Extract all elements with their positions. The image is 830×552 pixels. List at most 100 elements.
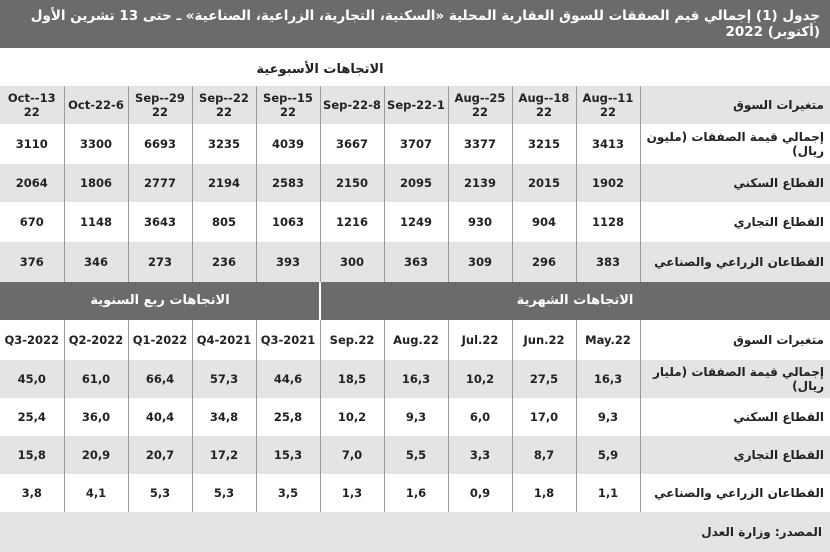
value-cell: 6693 xyxy=(127,124,192,164)
value-cell: 3667 xyxy=(319,124,384,164)
value-cell: 2150 xyxy=(319,164,384,202)
value-cell: 2194 xyxy=(191,164,256,202)
value-cell: 3,8 xyxy=(0,474,64,512)
date-header: 13-Oct-22 xyxy=(0,86,64,124)
value-cell: 1,3 xyxy=(319,474,384,512)
table-row: القطاع التجاري 1128 904 930 1249 1216 10… xyxy=(0,202,830,242)
value-cell: 25,4 xyxy=(0,398,64,436)
table-row: إجمالي قيمة الصفقات (مليار ريال) 16,3 27… xyxy=(0,360,830,398)
value-cell: 0,9 xyxy=(447,474,512,512)
period-header: 2022-Q3 xyxy=(0,320,64,360)
value-cell: 3110 xyxy=(0,124,64,164)
value-cell: 273 xyxy=(127,242,192,282)
value-cell: 3,5 xyxy=(255,474,320,512)
table-row: القطاعان الزراعي والصناعي 1,1 1,8 0,9 1,… xyxy=(0,474,830,512)
value-cell: 3413 xyxy=(575,124,640,164)
row-label: القطاعان الزراعي والصناعي xyxy=(639,474,830,512)
value-cell: 8,7 xyxy=(511,436,576,474)
value-cell: 4,1 xyxy=(63,474,128,512)
value-cell: 66,4 xyxy=(127,360,192,398)
value-cell: 2777 xyxy=(127,164,192,202)
weekly-trends-heading: الاتجاهات الأسبوعية xyxy=(256,61,384,77)
value-cell: 1902 xyxy=(575,164,640,202)
value-cell: 34,8 xyxy=(191,398,256,436)
value-cell: 40,4 xyxy=(127,398,192,436)
value-cell: 1,6 xyxy=(383,474,448,512)
row-label: القطاع السكني xyxy=(639,164,830,202)
row-label: إجمالي قيمة الصفقات (مليار ريال) xyxy=(639,360,830,398)
period-header: Jun.22 xyxy=(511,320,576,360)
period-header: 2021-Q4 xyxy=(191,320,256,360)
value-cell: 5,3 xyxy=(127,474,192,512)
value-cell: 45,0 xyxy=(0,360,64,398)
value-cell: 36,0 xyxy=(63,398,128,436)
value-cell: 20,7 xyxy=(127,436,192,474)
table-title: جدول (1) إجمالي قيم الصفقات للسوق العقار… xyxy=(0,0,830,48)
value-cell: 309 xyxy=(447,242,512,282)
value-cell: 1148 xyxy=(63,202,128,242)
value-cell: 3707 xyxy=(383,124,448,164)
value-cell: 805 xyxy=(191,202,256,242)
row-label: القطاع التجاري xyxy=(639,436,830,474)
quarterly-trends-heading: الاتجاهات ربع السنوية xyxy=(90,293,230,308)
row-label: القطاع السكني xyxy=(639,398,830,436)
value-cell: 904 xyxy=(511,202,576,242)
value-cell: 393 xyxy=(255,242,320,282)
value-cell: 3377 xyxy=(447,124,512,164)
band-divider xyxy=(319,282,321,320)
value-cell: 20,9 xyxy=(63,436,128,474)
value-cell: 16,3 xyxy=(383,360,448,398)
monthly-trends-heading: الاتجاهات الشهرية xyxy=(516,293,634,308)
value-cell: 1806 xyxy=(63,164,128,202)
table-row: القطاع السكني 1902 2015 2139 2095 2150 2… xyxy=(0,164,830,202)
value-cell: 3215 xyxy=(511,124,576,164)
value-cell: 18,5 xyxy=(319,360,384,398)
date-header: 25-Aug-22 xyxy=(447,86,512,124)
value-cell: 17,0 xyxy=(511,398,576,436)
value-cell: 7,0 xyxy=(319,436,384,474)
date-header: 8-Sep-22 xyxy=(319,86,384,124)
value-cell: 9,3 xyxy=(575,398,640,436)
period-header: Aug.22 xyxy=(383,320,448,360)
value-cell: 1063 xyxy=(255,202,320,242)
date-header: 18-Aug-22 xyxy=(511,86,576,124)
weekly-trends-table: متغيرات السوق 11-Aug-22 18-Aug-22 25-Aug… xyxy=(0,86,830,282)
period-header: 2022-Q1 xyxy=(127,320,192,360)
value-cell: 2095 xyxy=(383,164,448,202)
value-cell: 17,2 xyxy=(191,436,256,474)
value-cell: 3300 xyxy=(63,124,128,164)
value-cell: 2015 xyxy=(511,164,576,202)
row-label: القطاع التجاري xyxy=(639,202,830,242)
section-band: الاتجاهات الشهرية الاتجاهات ربع السنوية xyxy=(0,282,830,320)
period-header: 2022-Q2 xyxy=(63,320,128,360)
value-cell: 57,3 xyxy=(191,360,256,398)
value-cell: 1128 xyxy=(575,202,640,242)
value-cell: 5,9 xyxy=(575,436,640,474)
value-cell: 2139 xyxy=(447,164,512,202)
value-cell: 44,6 xyxy=(255,360,320,398)
value-cell: 1,8 xyxy=(511,474,576,512)
value-cell: 61,0 xyxy=(63,360,128,398)
value-cell: 9,3 xyxy=(383,398,448,436)
header-label: متغيرات السوق xyxy=(639,86,830,124)
date-header: 15-Sep-22 xyxy=(255,86,320,124)
row-label: القطاعان الزراعي والصناعي xyxy=(639,242,830,282)
value-cell: 10,2 xyxy=(319,398,384,436)
value-cell: 2064 xyxy=(0,164,64,202)
periodic-header-row: متغيرات السوق May.22 Jun.22 Jul.22 Aug.2… xyxy=(0,320,830,360)
period-header: Jul.22 xyxy=(447,320,512,360)
value-cell: 300 xyxy=(319,242,384,282)
table-row: القطاع التجاري 5,9 8,7 3,3 5,5 7,0 15,3 … xyxy=(0,436,830,474)
value-cell: 236 xyxy=(191,242,256,282)
value-cell: 3235 xyxy=(191,124,256,164)
table-row: القطاعان الزراعي والصناعي 383 296 309 36… xyxy=(0,242,830,282)
value-cell: 346 xyxy=(63,242,128,282)
value-cell: 16,3 xyxy=(575,360,640,398)
table-row: إجمالي قيمة الصفقات (مليون ريال) 3413 32… xyxy=(0,124,830,164)
date-header: 22-Sep-22 xyxy=(191,86,256,124)
value-cell: 10,2 xyxy=(447,360,512,398)
header-label: متغيرات السوق xyxy=(639,320,830,360)
period-header: May.22 xyxy=(575,320,640,360)
value-cell: 15,3 xyxy=(255,436,320,474)
value-cell: 363 xyxy=(383,242,448,282)
